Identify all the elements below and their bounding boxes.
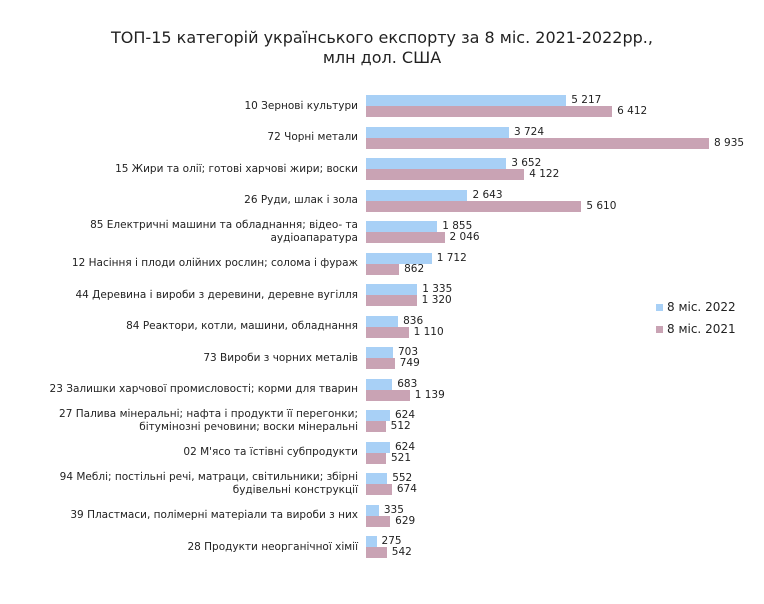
value-label: 1 110 [413, 325, 444, 338]
legend-label: 8 міс. 2022 [667, 300, 736, 314]
bar [366, 410, 390, 421]
category-label: 12 Насіння і плоди олійних рослин; солом… [71, 257, 358, 269]
category-label: 27 Палива мінеральні; нафта і продукти ї… [59, 408, 358, 433]
category-label: 39 Пластмаси, полімерні матеріали та вир… [70, 509, 358, 521]
value-label: 674 [396, 483, 417, 495]
bar [366, 547, 387, 558]
value-label: 629 [395, 514, 416, 527]
category-label: 72 Чорні метали [267, 131, 358, 143]
value-label: 624 [394, 440, 415, 453]
bar [366, 252, 432, 264]
bar [366, 347, 393, 358]
value-label: 6 412 [617, 105, 648, 117]
value-label: 335 [383, 503, 404, 516]
bar [366, 504, 379, 516]
category-label: 26 Руди, шлак і зола [244, 194, 358, 206]
value-label: 552 [392, 472, 413, 484]
value-label: 521 [391, 451, 412, 464]
value-label: 2 046 [449, 231, 480, 243]
chart-title: ТОП-15 категорій українського експорту з… [111, 28, 653, 47]
bar [366, 126, 509, 138]
bar [366, 315, 399, 327]
legend-swatch [656, 326, 663, 333]
value-label: 1 320 [421, 294, 452, 306]
category-label: 44 Деревина і вироби з деревини, деревне… [75, 288, 358, 301]
bar [366, 389, 410, 401]
legend-swatch [656, 304, 663, 311]
category-label: 23 Залишки харчової промисловості; корми… [49, 383, 358, 395]
bar [366, 189, 468, 201]
category-label: 28 Продукти неорганічної хімії [187, 540, 358, 553]
category-label: 10 Зернові культури [244, 99, 358, 112]
bar [366, 284, 418, 295]
category-label: 73 Вироби з чорних металів [203, 351, 358, 364]
category-label: 15 Жири та олії; готові харчові жири; во… [115, 162, 358, 175]
category-label: 94 Меблі; постільні речі, матраци, світи… [59, 471, 358, 496]
category-label: 84 Реактори, котли, машини, обладнання [126, 320, 358, 332]
value-label: 703 [397, 346, 419, 358]
bar [366, 326, 409, 338]
bar [366, 421, 386, 432]
bar [366, 232, 445, 243]
value-label: 4 122 [529, 168, 560, 180]
value-label: 5 217 [571, 94, 602, 106]
bar [366, 484, 392, 495]
bar [366, 378, 393, 390]
value-label: 862 [404, 262, 425, 275]
legend-label: 8 міс. 2021 [667, 322, 736, 336]
value-label: 1 712 [436, 251, 467, 264]
bar [366, 200, 582, 212]
value-label: 3 652 [511, 157, 542, 169]
bar [366, 158, 507, 169]
value-label: 624 [394, 409, 415, 421]
bar [366, 263, 400, 275]
value-label: 749 [399, 357, 420, 369]
value-label: 1 855 [442, 220, 473, 232]
bar [366, 452, 386, 464]
bar [366, 515, 391, 527]
value-label: 836 [403, 314, 424, 327]
value-label: 683 [397, 377, 418, 390]
bar [366, 536, 377, 547]
bar [366, 106, 613, 117]
bar [366, 95, 567, 106]
value-label: 3 724 [513, 125, 545, 138]
value-label: 1 335 [422, 283, 453, 295]
bar [366, 295, 417, 306]
value-label: 2 643 [472, 188, 503, 201]
value-label: 542 [391, 546, 412, 558]
category-label: 02 М'ясо та їстівні субпродукти [183, 446, 358, 458]
bar [366, 169, 525, 180]
bar [366, 441, 390, 453]
bar [366, 473, 388, 484]
value-label: 275 [381, 535, 402, 547]
value-label: 8 935 [714, 136, 745, 149]
bar [366, 221, 438, 232]
value-label: 1 139 [414, 388, 445, 401]
value-label: 5 610 [586, 199, 617, 212]
chart-title: млн дол. США [322, 48, 442, 67]
category-label: 85 Електричні машини та обладнання; віде… [90, 219, 358, 244]
bar [366, 358, 395, 369]
value-label: 512 [390, 420, 411, 432]
bar [366, 137, 709, 149]
